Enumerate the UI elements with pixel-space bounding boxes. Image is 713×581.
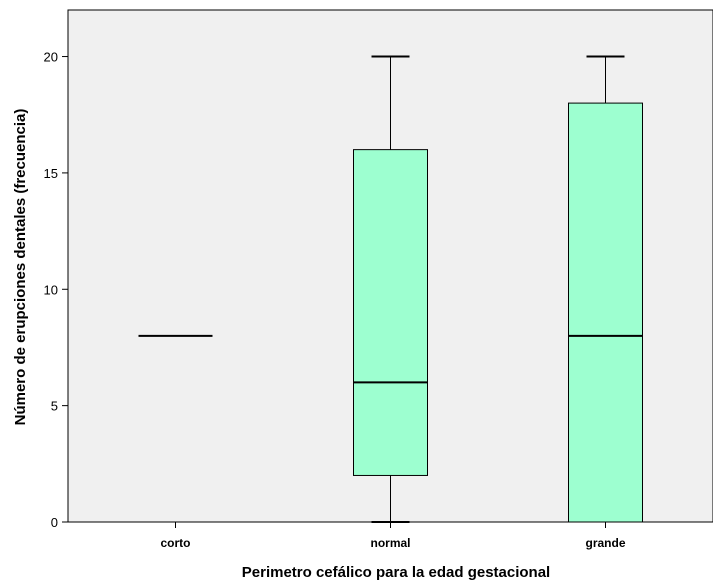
box-grande	[568, 55, 643, 523]
boxes	[138, 55, 643, 523]
x-tick-label-corto: corto	[161, 536, 191, 550]
x-tick-label-grande: grande	[585, 536, 625, 550]
box-normal	[353, 55, 428, 523]
y-tick-label: 10	[44, 282, 58, 297]
y-tick-label: 15	[44, 166, 58, 181]
y-tick-label: 0	[51, 515, 58, 530]
x-axis: corto normal grande	[161, 522, 626, 550]
y-axis: 0 5 10 15 20	[44, 50, 68, 530]
interquartile-box	[568, 102, 643, 523]
y-tick-label: 20	[44, 50, 58, 65]
y-tick-label: 5	[51, 399, 58, 414]
x-tick-label-normal: normal	[370, 536, 410, 550]
x-axis-title: Perimetro cefálico para la edad gestacio…	[242, 564, 550, 581]
interquartile-box	[353, 149, 428, 476]
y-axis-title: Número de erupciones dentales (frecuenci…	[12, 109, 29, 426]
